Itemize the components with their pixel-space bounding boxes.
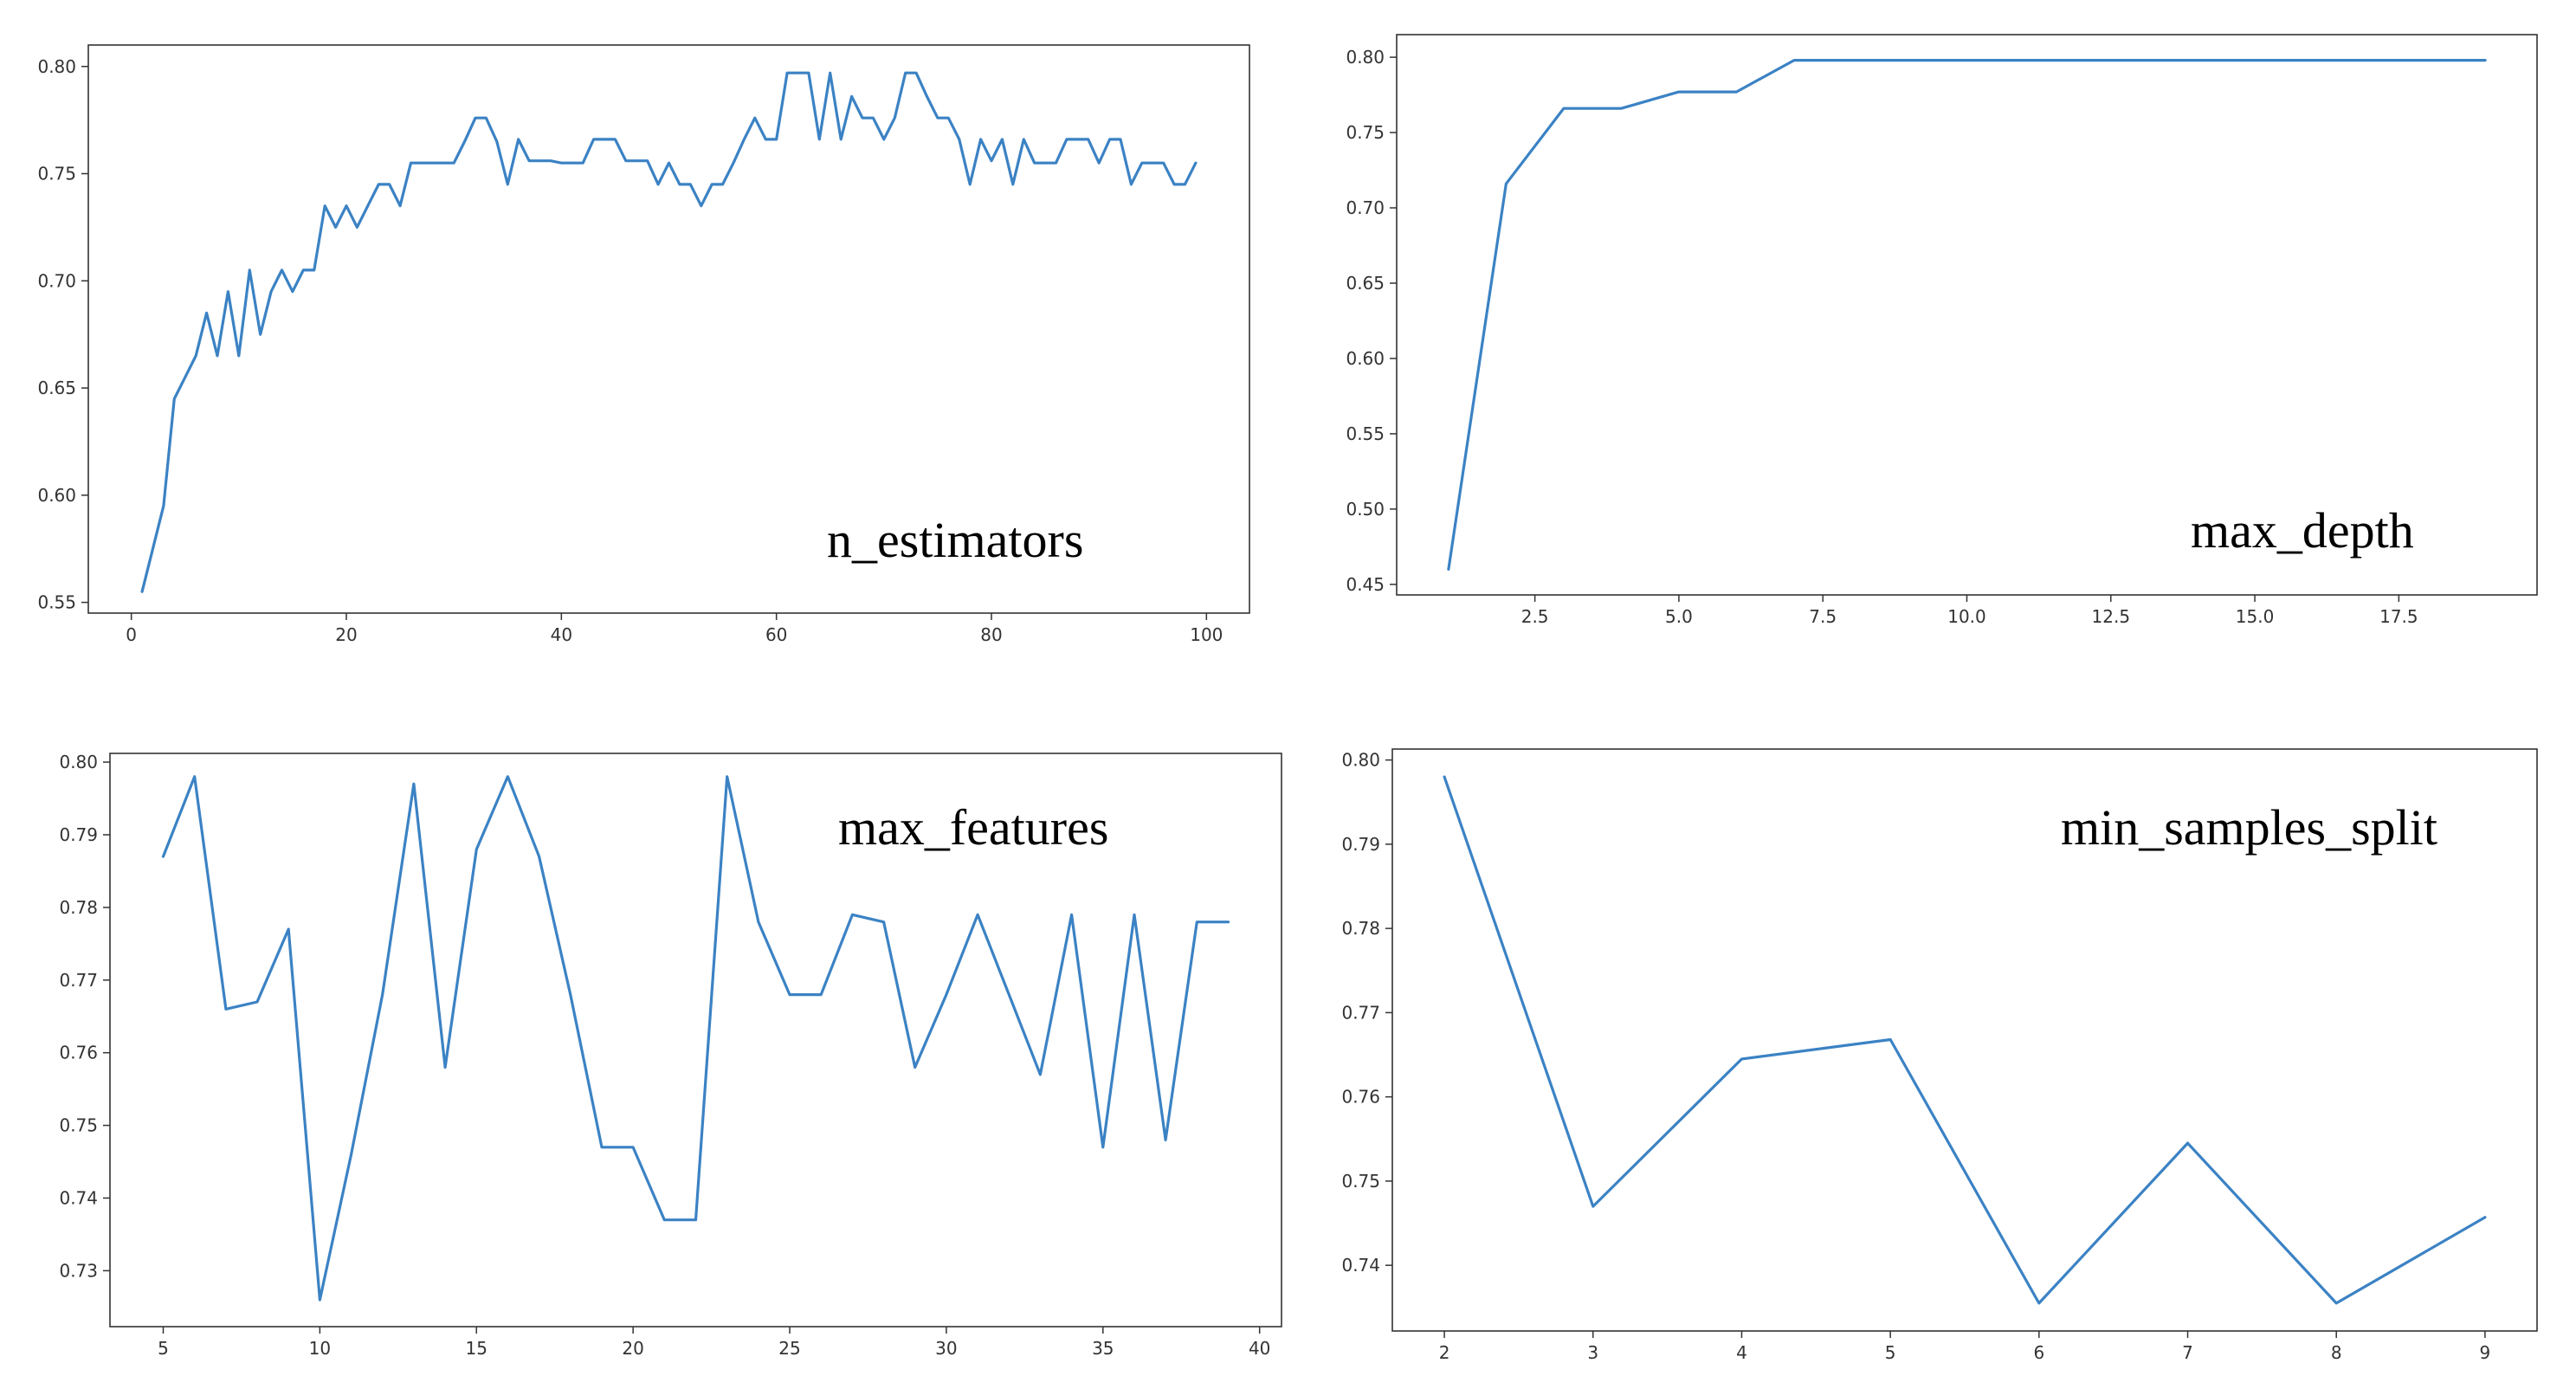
x-tick-label: 15 — [466, 1338, 487, 1359]
y-tick-label: 0.75 — [37, 164, 76, 184]
x-tick-label: 7.5 — [1809, 606, 1837, 627]
plot-area-frame — [1391, 748, 2538, 1332]
chart-n-estimators: 0.55 0.60 0.65 0.70 0.75 0.80 0 20 40 60 80 100 — [37, 44, 1250, 645]
x-tick-label: 17.5 — [2379, 606, 2418, 627]
x-tick-label: 25 — [778, 1338, 800, 1359]
y-tick-label: 0.78 — [1341, 918, 1380, 939]
series-line — [140, 71, 1198, 593]
y-tick-label: 0.77 — [59, 970, 98, 991]
y-tick-label: 0.73 — [59, 1260, 98, 1281]
y-tick-label: 0.55 — [1346, 423, 1385, 444]
x-tick-label: 15.0 — [2236, 606, 2275, 627]
chart-min-samples-split: 0.74 0.75 0.76 0.77 0.78 0.79 0.80 2 3 4 5 6 7 8 9 — [1341, 748, 2538, 1363]
x-tick-label: 10.0 — [1947, 606, 1986, 627]
x-tick-label: 12.5 — [2092, 606, 2131, 627]
x-tick-label: 7 — [2182, 1342, 2193, 1363]
x-tick-label: 100 — [1190, 624, 1223, 645]
y-tick-label: 0.55 — [37, 592, 76, 613]
x-tick-label: 2.5 — [1521, 606, 1549, 627]
x-tick-label: 80 — [980, 624, 1002, 645]
series-line — [1443, 775, 2487, 1305]
panel-label-max-depth: max_depth — [2191, 502, 2414, 559]
x-tick-label: 60 — [765, 624, 787, 645]
y-tick-label: 0.75 — [1341, 1171, 1380, 1192]
y-tick-label: 0.74 — [59, 1187, 98, 1208]
x-tick-label: 35 — [1092, 1338, 1114, 1359]
x-tick-label: 40 — [1249, 1338, 1270, 1359]
x-tick-label: 30 — [935, 1338, 957, 1359]
x-tick-label: 40 — [551, 624, 572, 645]
y-tick-label: 0.75 — [59, 1115, 98, 1136]
y-tick-label: 0.45 — [1346, 574, 1385, 595]
y-tick-label: 0.75 — [1346, 122, 1385, 143]
plot-area-frame — [109, 753, 1282, 1328]
chart-max-depth: 0.45 0.50 0.55 0.60 0.65 0.70 0.75 0.80 2.5 5.0 7.… — [1346, 34, 2538, 627]
x-tick-label: 4 — [1736, 1342, 1747, 1363]
y-tick-label: 0.70 — [37, 270, 76, 291]
y-tick-label: 0.80 — [1341, 750, 1380, 771]
series-line — [161, 775, 1230, 1302]
panel-label-max-features: max_features — [838, 799, 1108, 856]
chart-max-features: 0.73 0.74 0.75 0.76 0.77 0.78 0.79 0.80 5 10 15 20 2… — [59, 752, 1282, 1359]
x-tick-label: 0 — [126, 624, 137, 645]
y-tick-label: 0.76 — [59, 1043, 98, 1063]
panel-label-min-samples-split: min_samples_split — [2061, 799, 2437, 856]
y-tick-label: 0.77 — [1341, 1002, 1380, 1023]
y-tick-label: 0.80 — [59, 752, 98, 772]
y-tick-label: 0.70 — [1346, 197, 1385, 218]
x-tick-label: 3 — [1587, 1342, 1598, 1363]
series-line — [1447, 58, 2487, 572]
x-tick-label: 20 — [335, 624, 357, 645]
x-tick-label: 10 — [309, 1338, 331, 1359]
y-tick-label: 0.50 — [1346, 499, 1385, 520]
y-tick-label: 0.80 — [1346, 47, 1385, 68]
y-tick-label: 0.60 — [1346, 348, 1385, 369]
x-tick-label: 2 — [1439, 1342, 1450, 1363]
plot-area-frame — [87, 44, 1250, 614]
x-tick-label: 6 — [2033, 1342, 2044, 1363]
x-tick-label: 20 — [622, 1338, 643, 1359]
y-tick-label: 0.76 — [1341, 1087, 1380, 1108]
y-tick-label: 0.74 — [1341, 1255, 1380, 1276]
y-tick-label: 0.60 — [37, 485, 76, 506]
x-tick-label: 9 — [2480, 1342, 2491, 1363]
y-tick-label: 0.78 — [59, 897, 98, 918]
y-tick-label: 0.79 — [1341, 834, 1380, 855]
panel-label-n-estimators: n_estimators — [827, 512, 1083, 568]
y-tick-label: 0.65 — [1346, 273, 1385, 294]
y-tick-label: 0.79 — [59, 824, 98, 845]
x-tick-label: 5 — [1885, 1342, 1896, 1363]
y-tick-label: 0.65 — [37, 378, 76, 398]
x-tick-label: 8 — [2331, 1342, 2342, 1363]
x-tick-label: 5.0 — [1665, 606, 1693, 627]
y-tick-label: 0.80 — [37, 56, 76, 77]
x-tick-label: 5 — [158, 1338, 169, 1359]
